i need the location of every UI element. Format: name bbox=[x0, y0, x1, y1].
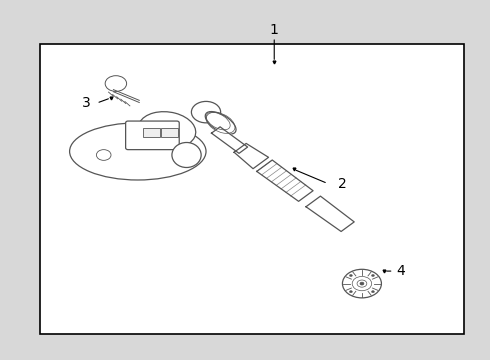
Text: 1: 1 bbox=[270, 23, 279, 37]
Ellipse shape bbox=[192, 102, 220, 123]
Text: 2: 2 bbox=[338, 176, 347, 190]
Circle shape bbox=[97, 150, 111, 160]
Circle shape bbox=[360, 282, 364, 285]
FancyBboxPatch shape bbox=[40, 44, 464, 334]
Polygon shape bbox=[257, 160, 313, 201]
Circle shape bbox=[371, 274, 374, 276]
Bar bbox=[161, 128, 178, 137]
Ellipse shape bbox=[172, 143, 201, 167]
Polygon shape bbox=[306, 196, 354, 231]
Polygon shape bbox=[234, 143, 269, 169]
Text: 3: 3 bbox=[82, 96, 91, 110]
Polygon shape bbox=[212, 127, 247, 153]
Ellipse shape bbox=[205, 112, 236, 134]
Text: 4: 4 bbox=[396, 264, 405, 278]
Ellipse shape bbox=[138, 112, 196, 148]
FancyBboxPatch shape bbox=[125, 121, 179, 150]
Circle shape bbox=[349, 291, 352, 293]
Circle shape bbox=[105, 76, 126, 91]
Bar bbox=[143, 128, 160, 137]
Circle shape bbox=[371, 291, 374, 293]
Circle shape bbox=[349, 274, 352, 276]
Ellipse shape bbox=[343, 269, 381, 298]
Ellipse shape bbox=[70, 123, 206, 180]
